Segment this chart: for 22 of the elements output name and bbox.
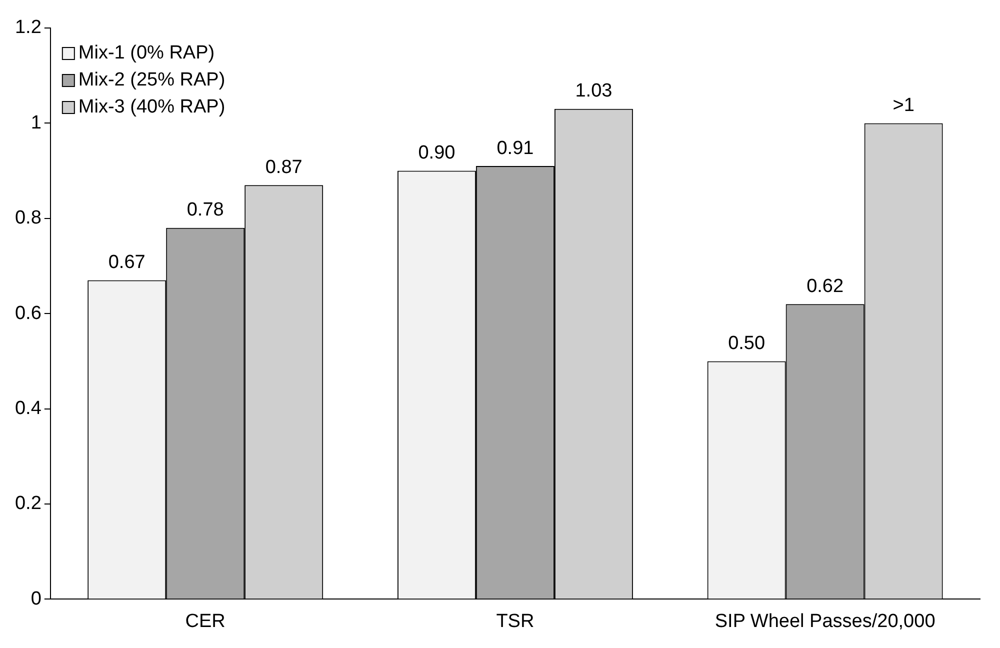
- legend-label: Mix-3 (40% RAP): [78, 96, 226, 118]
- data-label: 0.67: [108, 252, 146, 274]
- y-tick-label: 0.8: [14, 208, 42, 229]
- data-label: 0.90: [418, 142, 456, 164]
- data-label: 0.91: [496, 138, 534, 159]
- data-label: 1.03: [575, 80, 612, 102]
- legend-label: Mix-1 (0% RAP): [78, 42, 215, 64]
- data-label: >1: [892, 94, 914, 116]
- x-tick-label: CER: [185, 610, 226, 632]
- y-tick-label: 0: [30, 588, 42, 610]
- data-label: 0.50: [728, 332, 766, 354]
- legend-label: Mix-2 (25% RAP): [78, 70, 226, 91]
- y-tick-label: 0.6: [14, 302, 42, 324]
- y-tick-label: 1.2: [14, 17, 42, 38]
- data-label: 0.62: [806, 276, 844, 297]
- y-tick-label: 0.4: [14, 398, 42, 420]
- data-label: 0.78: [186, 200, 224, 221]
- x-tick-label: TSR: [496, 610, 534, 632]
- x-tick-label: SIP Wheel Passes/20,000: [714, 610, 936, 632]
- y-tick-label: 1: [30, 112, 42, 134]
- y-tick-label: 0.2: [14, 493, 42, 514]
- data-label: 0.87: [265, 156, 302, 178]
